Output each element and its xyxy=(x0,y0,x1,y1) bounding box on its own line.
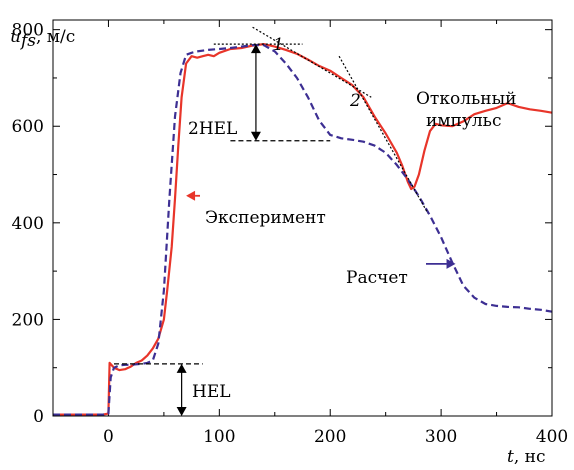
tangent-line-2 xyxy=(338,55,429,214)
x-tick-label: 300 xyxy=(425,427,457,447)
y-tick-label: 800 xyxy=(12,21,44,41)
experiment-label: Эксперимент xyxy=(205,208,326,228)
y-axis-var: u xyxy=(10,27,21,47)
experiment-arrow-head xyxy=(186,190,196,201)
y-axis-label: ufs, м/с xyxy=(10,27,75,51)
y-axis-sub: fs xyxy=(19,31,36,51)
y-axis-unit: , м/с xyxy=(36,27,75,47)
y-tick-label: 0 xyxy=(33,407,44,427)
x-axis-label: t, нс xyxy=(507,447,546,467)
point-1-label: 1 xyxy=(273,35,284,55)
chart-annotations: HEL 2HEL 1 2 Эксперимент Расчет Откольныйимпул… xyxy=(113,26,516,416)
spall-label-line2: импульс xyxy=(426,111,501,131)
x-tick-label: 400 xyxy=(536,427,568,447)
y-tick-label: 400 xyxy=(12,214,44,234)
axis-tick-labels: 0 100 200 300 400 0 200 400 600 800 xyxy=(12,21,569,447)
spall-label-line1: Откольный xyxy=(416,89,516,109)
point-2-label: 2 xyxy=(349,91,361,111)
y-tick-label: 200 xyxy=(12,310,44,330)
hel-label: HEL xyxy=(192,382,231,402)
calc-label: Расчет xyxy=(346,268,408,288)
calc-arrow-head xyxy=(446,258,456,269)
hel-arrow-down xyxy=(176,407,187,416)
two-hel-label: 2HEL xyxy=(188,119,237,139)
y-tick-label: 600 xyxy=(12,117,44,137)
tangent-line-1 xyxy=(252,26,372,98)
two-hel-arrow-up xyxy=(250,44,261,54)
hel-arrow-up xyxy=(176,363,187,373)
x-tick-label: 0 xyxy=(103,427,114,447)
x-axis-var: t xyxy=(507,447,514,467)
x-tick-label: 100 xyxy=(203,427,235,447)
two-hel-arrow-down xyxy=(250,131,261,141)
x-tick-label: 200 xyxy=(314,427,346,447)
plot-frame xyxy=(52,19,553,417)
experiment-series-line xyxy=(53,43,553,416)
x-axis-unit: , нс xyxy=(514,447,546,467)
